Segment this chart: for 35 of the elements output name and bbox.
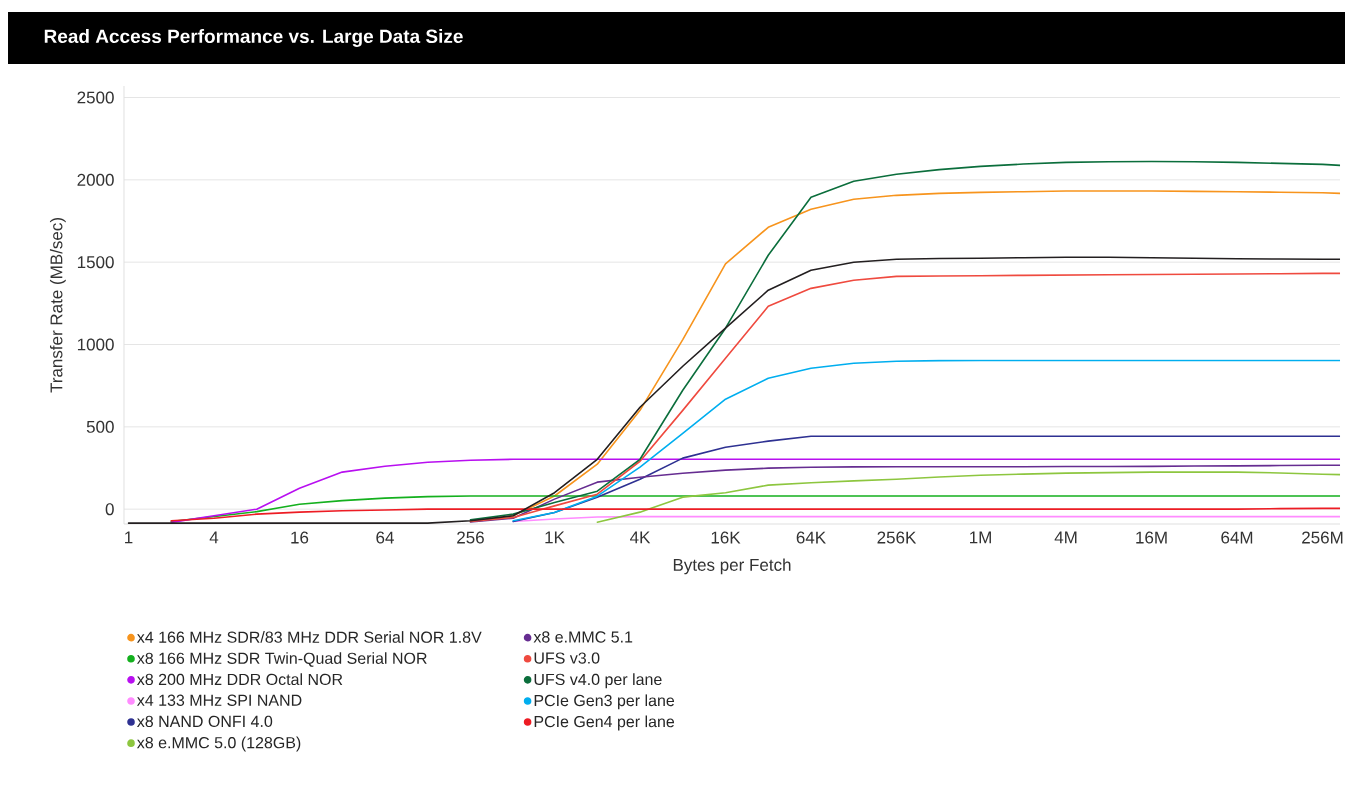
y-tick-label: 2500 <box>77 91 114 104</box>
x-tick-label: 256 <box>457 531 484 544</box>
x-tick-label: 64K <box>796 531 826 544</box>
x-tick-label: 16 <box>291 531 309 544</box>
legend-label: UFS v4.0 per lane <box>534 673 662 689</box>
legend-label: x8 NAND ONFI 4.0 <box>136 715 273 728</box>
legend-label: PCIe Gen4 per lane <box>534 715 675 731</box>
y-axis-title: Transfer Rate (MB/sec) <box>49 218 66 393</box>
x-tick-label: 256K <box>877 531 917 544</box>
x-tick-label: 4K <box>630 531 651 544</box>
x-tick-label: 4 <box>209 531 219 544</box>
chart-title: Read Access Performance vs. Large Data Size <box>44 29 463 47</box>
x-tick-label: 64 <box>376 531 394 544</box>
y-tick-label: 500 <box>86 420 114 433</box>
x-tick-label: 1M <box>970 531 991 544</box>
y-tick-label: 2000 <box>77 173 114 186</box>
x-tick-label: 64M <box>1221 531 1253 544</box>
y-tick-label: 0 <box>105 503 114 516</box>
legend-label: x4 133 MHz SPI NAND <box>136 694 302 706</box>
y-tick-label: 1500 <box>77 256 114 269</box>
legend-label: x8 166 MHz SDR Twin-Quad Serial NOR <box>136 652 427 667</box>
x-tick-label: 256M <box>1302 531 1343 544</box>
legend-label: x8 200 MHz DDR Octal NOR <box>136 673 343 686</box>
legend-label: x4 166 MHz SDR/83 MHz DDR Serial NOR 1.8V <box>136 631 482 643</box>
legend-label: x8 e.MMC 5.1 <box>533 631 633 643</box>
x-tick-label: 16M <box>1136 531 1167 544</box>
x-tick-label: 16K <box>711 531 741 544</box>
x-axis-title: Bytes per Fetch <box>673 558 791 575</box>
y-tick-label: 1000 <box>77 338 114 351</box>
x-tick-label: 1K <box>545 531 565 544</box>
legend-label: UFS v3.0 <box>534 652 600 664</box>
x-tick-label: 1 <box>125 531 133 544</box>
legend-label: x8 e.MMC 5.0 (128GB) <box>136 736 301 752</box>
x-tick-label: 4M <box>1054 531 1077 544</box>
legend-label: PCIe Gen3 per lane <box>534 694 675 710</box>
